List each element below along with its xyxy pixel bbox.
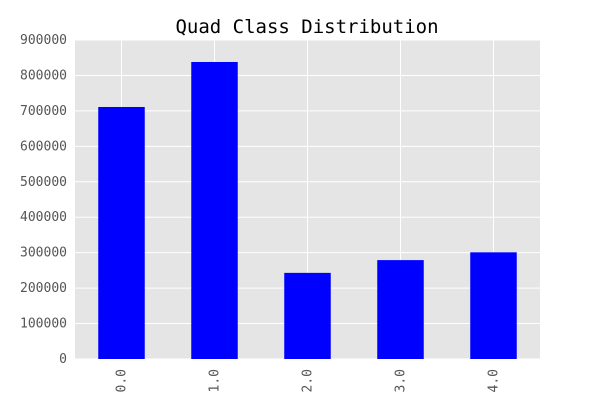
x-tick-label: 3.0 — [394, 369, 409, 392]
y-tick-label: 100000 — [20, 317, 67, 332]
x-axis-ticks: 0.0 1.0 2.0 3.0 4.0 — [115, 369, 502, 392]
bar-2.0 — [284, 272, 331, 359]
bar-0.0 — [98, 106, 145, 360]
y-tick-label: 300000 — [20, 246, 67, 261]
x-tick-label: 4.0 — [487, 369, 502, 392]
y-tick-label: 600000 — [20, 139, 67, 154]
y-tick-label: 0 — [59, 352, 67, 367]
x-tick-label: 2.0 — [301, 369, 316, 392]
bar-1.0 — [191, 61, 238, 359]
y-tick-label: 400000 — [20, 210, 67, 225]
x-tick-label: 0.0 — [115, 369, 130, 392]
y-tick-label: 800000 — [20, 68, 67, 83]
x-tick-label: 1.0 — [208, 369, 223, 392]
y-tick-label: 200000 — [20, 281, 67, 296]
bar-3.0 — [377, 260, 424, 359]
y-tick-label: 900000 — [20, 33, 67, 48]
y-tick-label: 700000 — [20, 104, 67, 119]
y-axis-ticks: 0 100000 200000 300000 400000 500000 600000 700… — [20, 33, 67, 367]
chart-title: Quad Class Distribution — [175, 16, 438, 38]
bars — [98, 61, 517, 360]
y-tick-label: 500000 — [20, 175, 67, 190]
bar-4.0 — [470, 252, 517, 359]
